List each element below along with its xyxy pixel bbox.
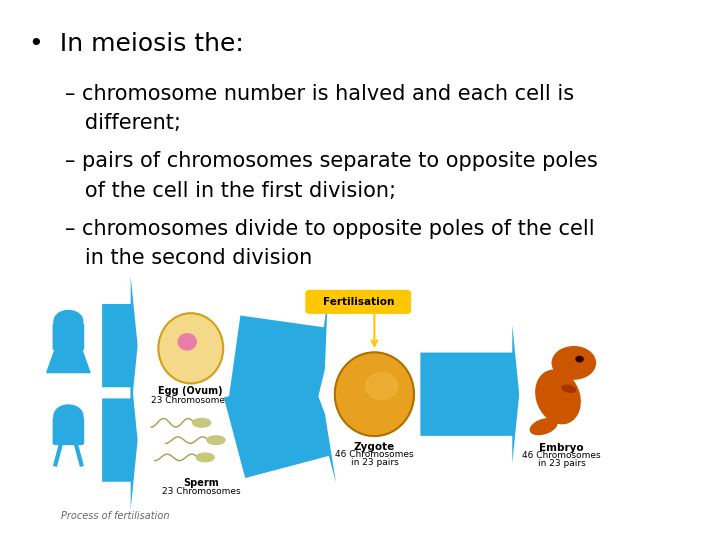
Text: 46 Chromosomes: 46 Chromosomes [522, 451, 601, 461]
Ellipse shape [536, 370, 580, 424]
Circle shape [54, 310, 83, 332]
Text: •  In meiosis the:: • In meiosis the: [29, 32, 243, 56]
Text: in the second division: in the second division [65, 248, 312, 268]
Circle shape [54, 405, 83, 427]
Text: 23 Chromosomes: 23 Chromosomes [151, 396, 230, 405]
Text: of the cell in the first division;: of the cell in the first division; [65, 181, 396, 201]
Text: – pairs of chromosomes separate to opposite poles: – pairs of chromosomes separate to oppos… [65, 151, 598, 171]
Ellipse shape [531, 418, 557, 435]
Text: 23 Chromosomes: 23 Chromosomes [162, 487, 241, 496]
Text: Egg (Ovum): Egg (Ovum) [158, 386, 223, 396]
Ellipse shape [207, 436, 225, 444]
Polygon shape [47, 348, 90, 373]
Text: – chromosome number is halved and each cell is: – chromosome number is halved and each c… [65, 84, 574, 104]
FancyBboxPatch shape [53, 323, 84, 350]
Ellipse shape [158, 313, 223, 383]
Circle shape [576, 356, 583, 362]
Circle shape [552, 347, 595, 379]
Ellipse shape [366, 373, 397, 400]
Text: in 23 pairs: in 23 pairs [351, 458, 398, 467]
Text: – chromosomes divide to opposite poles of the cell: – chromosomes divide to opposite poles o… [65, 219, 595, 239]
Text: Zygote: Zygote [354, 442, 395, 452]
FancyBboxPatch shape [53, 417, 84, 444]
Text: 46 Chromosomes: 46 Chromosomes [335, 450, 414, 460]
FancyBboxPatch shape [306, 291, 410, 313]
Text: Sperm: Sperm [184, 478, 220, 488]
Ellipse shape [179, 334, 196, 350]
Ellipse shape [196, 453, 215, 462]
Text: Fertilisation: Fertilisation [323, 297, 394, 307]
Text: Embryo: Embryo [539, 443, 584, 453]
Text: in 23 pairs: in 23 pairs [538, 459, 585, 468]
Ellipse shape [562, 385, 576, 393]
Text: different;: different; [65, 113, 181, 133]
Ellipse shape [335, 352, 414, 436]
Text: Process of fertilisation: Process of fertilisation [61, 511, 170, 521]
Ellipse shape [193, 418, 211, 427]
